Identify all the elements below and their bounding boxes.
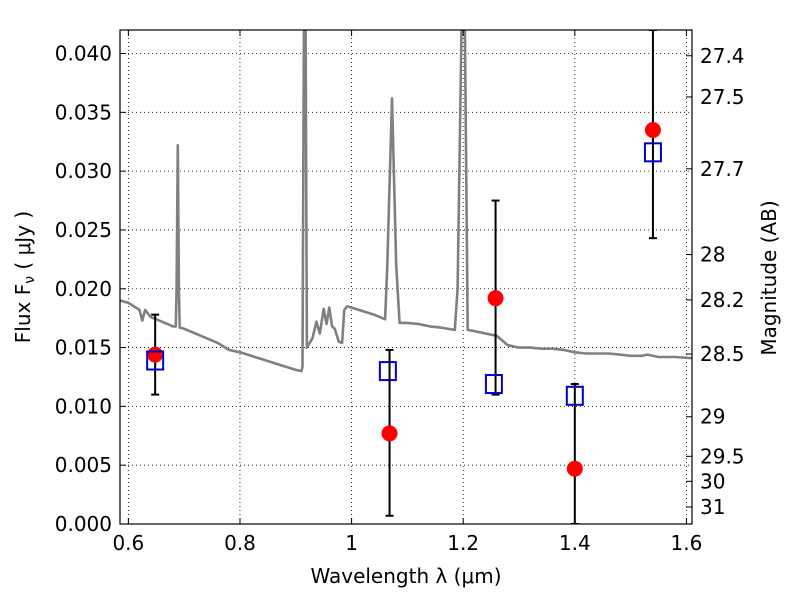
x-axis-label: Wavelength λ (μm): [310, 564, 501, 588]
y-tick-label: 0.000: [55, 512, 112, 536]
y-axis-label-main: Flux F: [11, 284, 35, 343]
y-axis-label-unit: ( μJy ): [11, 211, 35, 276]
y-tick-label: 0.005: [55, 453, 112, 477]
x-tick-label: 1.6: [671, 531, 703, 555]
y2-tick-label: 30: [700, 469, 725, 493]
x-axis-ticks: 0.6 0.8 1 1.2 1.4 1.6: [112, 30, 702, 555]
model-photometry-point: [146, 350, 165, 371]
y-tick-label: 0.015: [55, 336, 112, 360]
x-tick-label: 1.4: [559, 531, 591, 555]
y-axis-ticks: 0.000 0.005 0.010 0.015 0.020 0.025 0.030 0.035…: [55, 42, 126, 536]
y2-tick-label: 27.7: [700, 157, 745, 181]
model-spectrum: [120, 30, 692, 373]
y2-tick-label: 28.2: [700, 288, 745, 312]
y-tick-label: 0.035: [55, 100, 112, 124]
x-tick-label: 0.8: [224, 531, 256, 555]
observed-point: [381, 425, 398, 442]
y-axis-label-sub: ν: [22, 276, 38, 284]
y2-tick-label: 27.5: [700, 85, 745, 109]
y2-axis-label: Magnitude (AB): [757, 200, 781, 355]
observed-point: [644, 121, 661, 138]
y-tick-label: 0.020: [55, 277, 112, 301]
x-tick-label: 1: [345, 531, 358, 555]
y-axis-label: Flux Fν ( μJy ): [11, 211, 38, 343]
y2-tick-label: 29: [700, 405, 725, 429]
observed-point: [566, 460, 583, 477]
plot-frame: [119, 29, 693, 525]
plot-background: [120, 30, 692, 524]
y2-tick-label: 29.5: [700, 444, 745, 468]
y-tick-label: 0.030: [55, 159, 112, 183]
x-tick-label: 1.2: [447, 531, 479, 555]
model-photometry-point: [643, 142, 662, 163]
y2-tick-label: 28: [700, 243, 725, 267]
model-photometry-points: [146, 142, 662, 406]
observed-point: [147, 346, 164, 363]
model-photometry-point: [484, 374, 503, 395]
y-tick-label: 0.025: [55, 218, 112, 242]
model-photometry-point: [378, 361, 397, 382]
model-photometry-point: [565, 385, 584, 406]
y2-tick-label: 27.4: [700, 44, 745, 68]
x-tick-label: 0.6: [112, 531, 144, 555]
y2-tick-label: 28.5: [700, 342, 745, 366]
observed-point: [487, 290, 504, 307]
y-tick-label: 0.010: [55, 394, 112, 418]
y2-tick-label: 31: [700, 495, 725, 519]
y-tick-label: 0.040: [55, 42, 112, 66]
spectrum-line: [120, 30, 692, 373]
